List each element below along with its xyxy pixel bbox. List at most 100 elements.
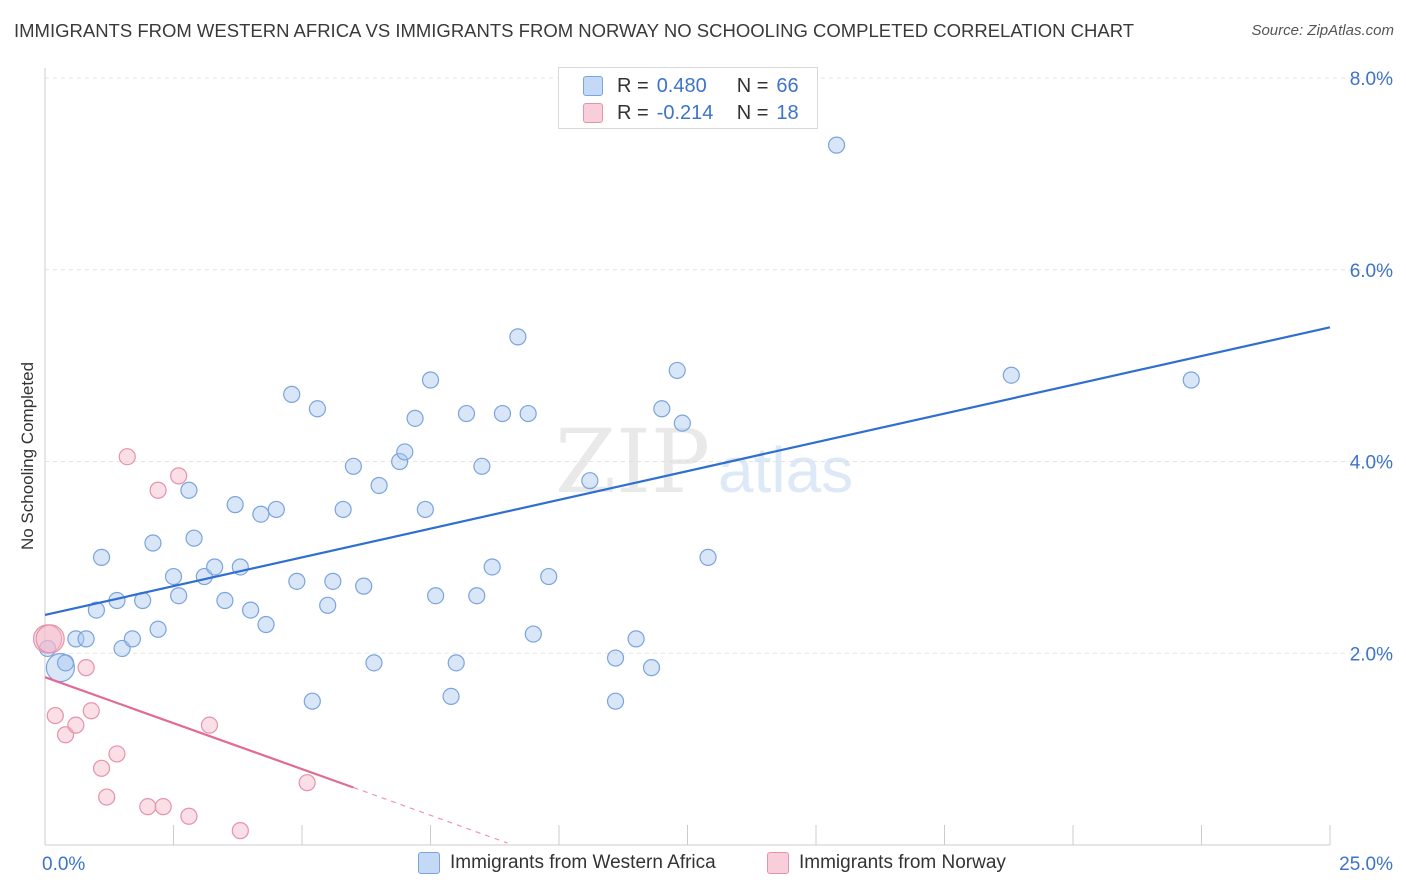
norway-trend-line (44, 676, 354, 789)
series-legend-norway: Immigrants from Norway (767, 852, 1006, 874)
watermark: ZIP atlas (555, 410, 853, 513)
western-africa-point (77, 630, 95, 648)
western-africa-point (170, 587, 188, 605)
western-africa-point (267, 500, 285, 519)
western-africa-point (242, 601, 260, 619)
norway-point (67, 716, 85, 734)
western-africa-point (123, 630, 141, 648)
western-africa-point (1182, 371, 1200, 389)
western-africa-point (427, 587, 445, 605)
legend-swatch-western-africa (583, 76, 603, 96)
western-africa-point (144, 534, 162, 552)
western-africa-point (226, 496, 244, 514)
watermark-atlas: atlas (718, 434, 853, 506)
y-tick-label: 4.0% (1350, 453, 1393, 474)
western-africa-point (540, 567, 558, 586)
western-africa-point (334, 500, 352, 519)
legend-n-value: 18 (776, 101, 799, 124)
norway-point (170, 467, 188, 485)
norway-trend-extension (353, 786, 508, 844)
western-africa-point (416, 500, 434, 519)
western-africa-point (87, 601, 106, 619)
western-africa-point (164, 567, 183, 586)
western-africa-point (319, 596, 337, 614)
western-africa-point (1002, 366, 1020, 384)
legend-row-western-africa: R = 0.480 N = 66 (583, 74, 799, 98)
series-legend: Immigrants from Western Africa Immigrant… (0, 852, 1406, 878)
western-africa-point (468, 587, 486, 605)
legend-row-norway: R = -0.214 N = 18 (583, 101, 799, 125)
norway-point (118, 448, 136, 466)
axis-layer (44, 68, 1331, 846)
western-africa-point (668, 361, 686, 380)
western-africa-point (180, 481, 198, 499)
western-africa-point (391, 452, 409, 471)
norway-point (92, 759, 111, 777)
series-swatch-western-africa (418, 852, 440, 874)
western-africa-point (606, 649, 625, 667)
legend-r-value: -0.214 (656, 101, 714, 124)
series-legend-label: Immigrants from Western Africa (450, 852, 716, 873)
norway-point (82, 702, 100, 720)
norway-point (200, 716, 219, 734)
norway-point (154, 798, 172, 816)
series-legend-western-africa: Immigrants from Western Africa (418, 852, 716, 874)
y-tick-label: 2.0% (1350, 644, 1393, 665)
western-africa-point (355, 577, 373, 595)
western-africa-point (283, 385, 301, 403)
legend-r-label: R = (617, 101, 649, 124)
norway-point (180, 807, 198, 825)
western-africa-point (303, 692, 321, 710)
western-africa-point (257, 615, 275, 634)
western-africa-point (396, 443, 414, 461)
legend-n-label: N = (736, 101, 769, 124)
points-layer (32, 136, 1200, 840)
y-tick-label: 6.0% (1350, 261, 1393, 282)
western-africa-point (365, 654, 383, 672)
western-africa-point (827, 136, 846, 154)
norway-point (149, 481, 167, 499)
western-africa-point (606, 692, 625, 710)
western-africa-point (252, 505, 270, 523)
western-africa-point (483, 558, 501, 576)
norway-point (231, 822, 249, 840)
legend-n-value: 66 (776, 74, 799, 97)
western-africa-point (421, 371, 440, 389)
western-africa-point (370, 476, 388, 495)
western-africa-point (509, 328, 527, 346)
western-africa-point (519, 404, 537, 423)
western-africa-point (447, 654, 465, 672)
label-layer: 2.0% 4.0% 6.0% 8.0% 0.0% 25.0% (42, 69, 1393, 875)
western-africa-point (442, 687, 460, 705)
series-legend-label: Immigrants from Norway (799, 852, 1006, 873)
trend-layer (44, 326, 1331, 844)
norway-point (46, 706, 64, 725)
western-africa-point (581, 472, 599, 490)
western-africa-point (344, 457, 362, 475)
western-africa-point (406, 409, 424, 427)
legend-r-label: R = (617, 74, 649, 97)
norway-point (77, 659, 95, 677)
western-africa-point (699, 548, 717, 566)
western-africa-point (149, 620, 167, 638)
norway-point (98, 788, 116, 806)
western-africa-point (653, 400, 671, 418)
western-africa-point (216, 591, 234, 610)
western-africa-point (92, 548, 111, 566)
legend-n-label: N = (736, 74, 769, 97)
western-africa-point (524, 625, 542, 643)
western-africa-point (206, 558, 224, 576)
y-tick-label: 8.0% (1350, 69, 1393, 90)
norway-point (298, 774, 316, 792)
western-africa-point (493, 404, 512, 423)
western-africa-trend-line (44, 326, 1331, 616)
source-text: Source: ZipAtlas.com (1251, 22, 1394, 39)
western-africa-point (56, 654, 75, 672)
western-africa-point (473, 457, 491, 475)
norway-point (35, 624, 65, 654)
legend-swatch-norway (583, 103, 603, 123)
series-swatch-norway (767, 852, 789, 874)
norway-point (139, 798, 157, 816)
western-africa-point (185, 529, 203, 547)
x-tick-label: 0.0% (42, 854, 85, 875)
